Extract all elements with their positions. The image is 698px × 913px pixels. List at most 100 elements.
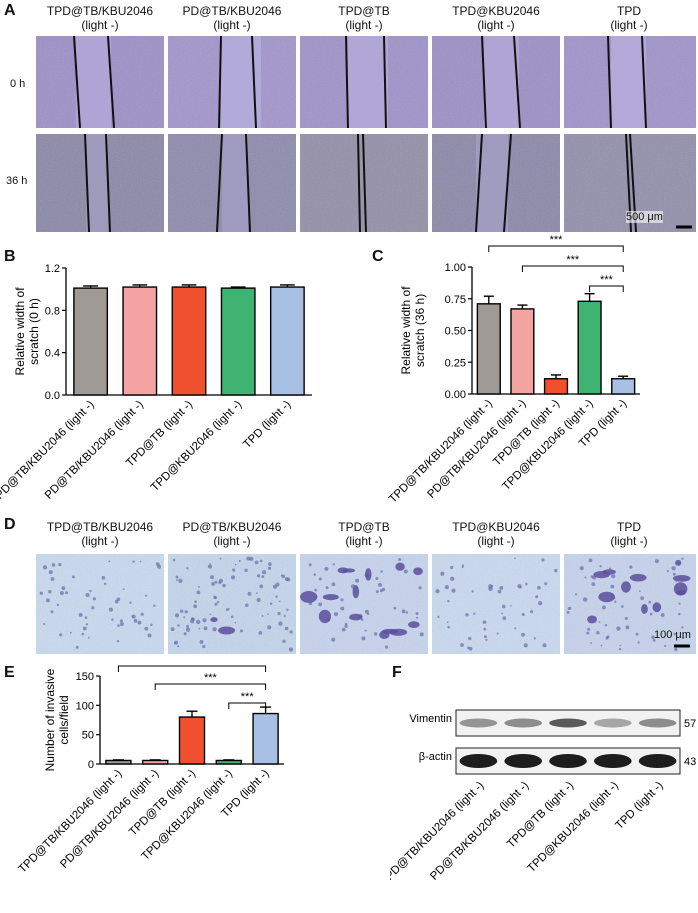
panel-letter-c: C — [372, 248, 384, 265]
chart-b-bar-3 — [220, 287, 256, 396]
chart-c-ytick-label-4: 1.00 — [445, 262, 466, 274]
panel-a-title-1: TPD@TB/KBU2046 (light -) — [46, 4, 154, 32]
transwell-2 — [168, 554, 296, 654]
chart-c-bar-1 — [510, 308, 535, 395]
transwell-4 — [432, 554, 560, 654]
transwell-micrographs — [36, 554, 696, 654]
chart-e-bar-0 — [105, 759, 132, 765]
chart-c-ytick-label-3: 0.75 — [445, 294, 466, 306]
panel-letter-d: D — [4, 516, 16, 533]
chart-e-bar-3 — [215, 759, 243, 765]
blot-band-1-0 — [459, 754, 498, 768]
chart-e-sig-label-0: *** — [186, 660, 200, 666]
chart-b-ytick-label-0: 0.0 — [45, 390, 60, 402]
blot-band-0-4 — [638, 718, 677, 728]
micrograph-0h-3 — [300, 36, 428, 129]
chart-c-bar-2 — [543, 378, 569, 395]
chart-b: 0.0 0.4 0.8 1.2 Relative width ofscratch (0 … — [0, 263, 312, 507]
blot-size-0: 57kd — [684, 718, 696, 730]
blot-band-1-2 — [549, 754, 587, 768]
micrograph-36h-2 — [168, 133, 296, 232]
row-label-0h: 0 h — [10, 78, 26, 90]
scale-label-d: 100 μm — [654, 629, 691, 641]
chart-e-ylabel: Number of invasivecells/field — [43, 668, 71, 771]
chart-c-sig-bracket-2 — [589, 285, 624, 292]
chart-b-xlabel-3: TPD@KBU2046 (light -) — [149, 399, 244, 494]
chart-b-xlabel-4: TPD (light -) — [241, 399, 293, 451]
blot-lane-label-3: TPD@KBU2046 (light -) — [526, 780, 621, 875]
micrograph-0h-2 — [168, 36, 296, 129]
chart-c-sig-bracket-0 — [488, 245, 624, 252]
chart-e-ytick-label-1: 50 — [82, 730, 94, 742]
blot-band-1-1 — [504, 754, 543, 768]
panel-a-title-5: TPD (light -) — [610, 4, 648, 32]
panel-d-title-2: PD@TB/KBU2046 (light -) — [182, 520, 282, 548]
chart-b-bar-2 — [171, 286, 207, 396]
micrograph-36h-4 — [432, 133, 560, 232]
chart-c: 0.00 0.25 0.50 0.75 1.00 Relative width ofscr… — [387, 234, 640, 506]
scale-label-a: 500 μm — [626, 211, 663, 223]
panel-d-title-4: TPD@KBU2046 (light -) — [452, 520, 540, 548]
blot-label-1: β-actin — [419, 751, 452, 763]
chart-e: 0 50 100 150 Number of invasivecells/field TP… — [16, 660, 284, 876]
chart-b-bar-4 — [269, 286, 305, 396]
micrograph-0h-5 — [564, 36, 696, 129]
micrograph-36h-3 — [300, 133, 428, 232]
panel-letter-e: E — [4, 664, 15, 681]
blot-band-1-4 — [638, 754, 677, 768]
panel-letter-b: B — [4, 248, 16, 265]
chart-c-bar-4 — [611, 378, 636, 395]
blot-label-0: Vimentin — [409, 713, 452, 725]
chart-e-bar-4 — [252, 712, 279, 765]
chart-b-ylabel: Relative width ofscratch (0 h) — [13, 287, 41, 376]
chart-b-ytick-label-3: 1.2 — [45, 263, 60, 275]
micrograph-0h-1 — [36, 36, 164, 129]
chart-c-ylabel: Relative width ofscratch (36 h) — [399, 286, 427, 375]
chart-e-sig-bracket-0 — [117, 665, 267, 672]
chart-b-bar-1 — [122, 286, 158, 396]
panel-a-title-3: TPD@TB (light -) — [338, 4, 390, 32]
chart-e-bar-2 — [178, 716, 206, 765]
chart-c-ytick-label-0: 0.00 — [445, 389, 466, 401]
chart-e-ytick-label-3: 150 — [76, 671, 94, 683]
transwell-1 — [36, 554, 164, 654]
chart-e-bar-1 — [141, 759, 169, 765]
chart-e-sig-label-1: *** — [204, 672, 218, 684]
chart-e-sig-label-2: *** — [241, 691, 255, 703]
panel-a-title-2: PD@TB/KBU2046 (light -) — [182, 4, 282, 32]
chart-b-bar-0 — [73, 287, 109, 396]
blot-size-1: 43kd — [684, 756, 696, 768]
micrograph-36h-1 — [36, 133, 164, 232]
chart-c-sig-bracket-1 — [521, 265, 624, 272]
panel-a-title-4: TPD@KBU2046 (light -) — [452, 4, 540, 32]
blot-band-0-2 — [549, 718, 587, 728]
micrograph-0h-4 — [432, 36, 560, 129]
panel-d-title-1: TPD@TB/KBU2046 (light -) — [46, 520, 154, 548]
chart-e-xlabel-2: TPD@TB (light -) — [127, 768, 198, 839]
chart-c-ytick-label-1: 0.25 — [445, 357, 466, 369]
chart-c-sig-label-0: *** — [550, 234, 564, 246]
chart-e-sig-bracket-2 — [228, 702, 267, 709]
chart-c-sig-label-1: *** — [566, 254, 580, 266]
chart-e-sig-bracket-1 — [154, 683, 267, 690]
panel-d-title-5: TPD (light -) — [610, 520, 648, 548]
blot-band-0-0 — [459, 718, 498, 728]
western-blot: Vimentin57kdβ-actin43kdTPD@TB/KBU2046 (l… — [390, 709, 696, 888]
chart-e-ytick-label-0: 0 — [88, 759, 94, 771]
blot-band-0-3 — [593, 718, 632, 728]
chart-b-xlabel-1: PD@TB/KBU2046 (light -) — [43, 399, 146, 502]
panel-letter-f: F — [392, 664, 402, 681]
transwell-5 — [564, 554, 696, 654]
chart-b-ytick-label-2: 0.8 — [45, 305, 60, 317]
scratch-micrographs — [36, 36, 696, 232]
panel-d-title-3: TPD@TB (light -) — [338, 520, 390, 548]
chart-c-bar-3 — [577, 300, 602, 395]
chart-c-bar-0 — [476, 303, 501, 395]
blot-band-0-1 — [504, 718, 543, 728]
chart-b-ytick-label-1: 0.4 — [45, 348, 60, 360]
blot-lane-label-4: TPD (light -) — [613, 780, 665, 832]
chart-c-sig-label-2: *** — [600, 274, 614, 286]
blot-band-1-3 — [593, 754, 632, 768]
row-label-36h: 36 h — [6, 175, 28, 187]
chart-c-ytick-label-2: 0.50 — [445, 326, 466, 338]
